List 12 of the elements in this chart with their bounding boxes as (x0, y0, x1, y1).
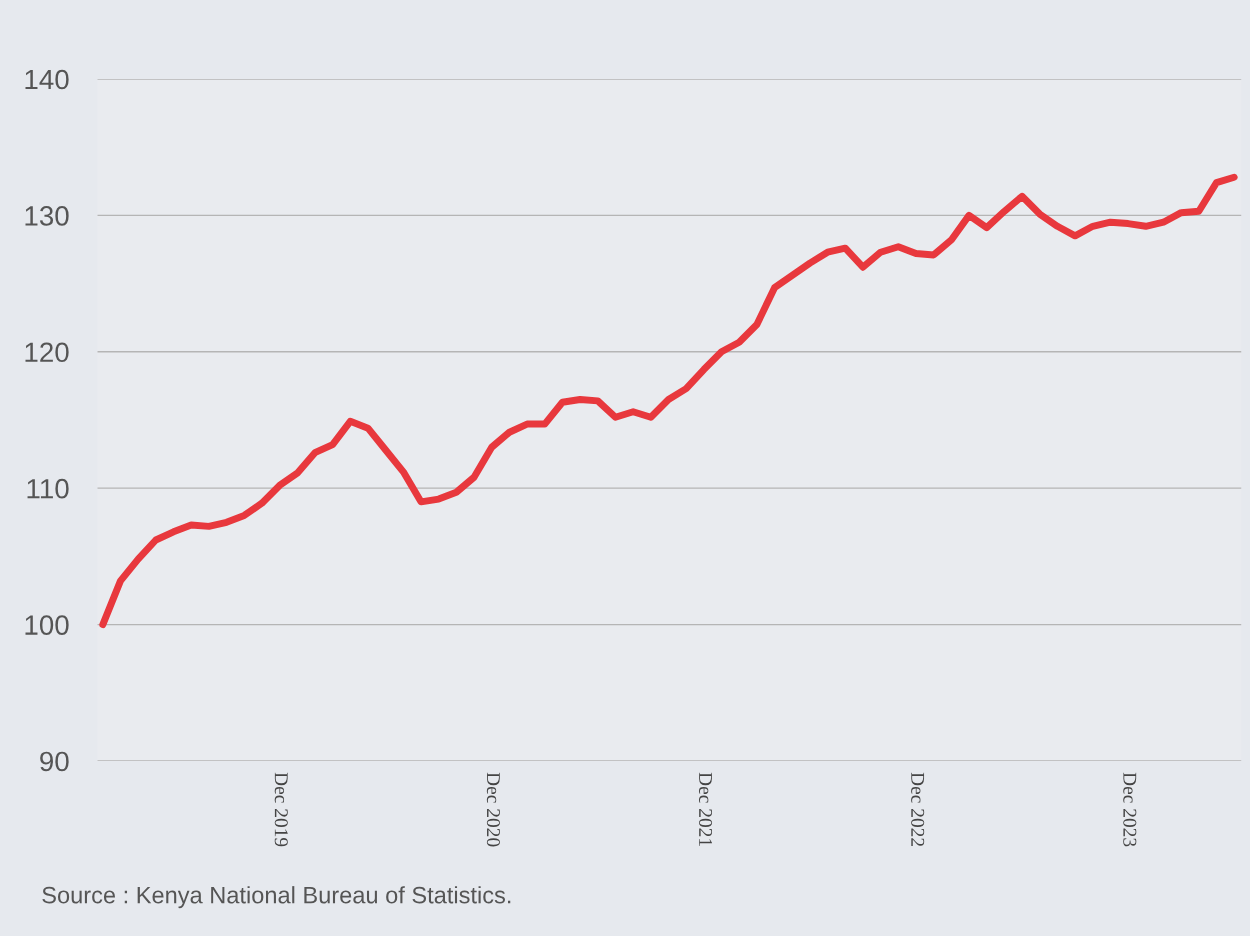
y-tick-label: 130 (25, 206, 69, 226)
x-tick-label: Dec 2021 (698, 772, 713, 846)
y-tick-label: 100 (25, 615, 69, 635)
y-tick-label: 110 (27, 478, 69, 499)
x-tick-label: Dec 2022 (911, 772, 925, 847)
y-tick-label: 140 (25, 69, 69, 90)
x-tick-label: Dec 2020 (486, 772, 500, 847)
source-note: Source : Kenya National Bureau of Statistics. (42, 886, 511, 909)
x-tick-label: Dec 2023 (1123, 772, 1137, 847)
y-tick-label: 120 (25, 342, 69, 363)
y-tick-label: 90 (40, 751, 69, 772)
x-tick-label: Dec 2019 (274, 772, 288, 847)
